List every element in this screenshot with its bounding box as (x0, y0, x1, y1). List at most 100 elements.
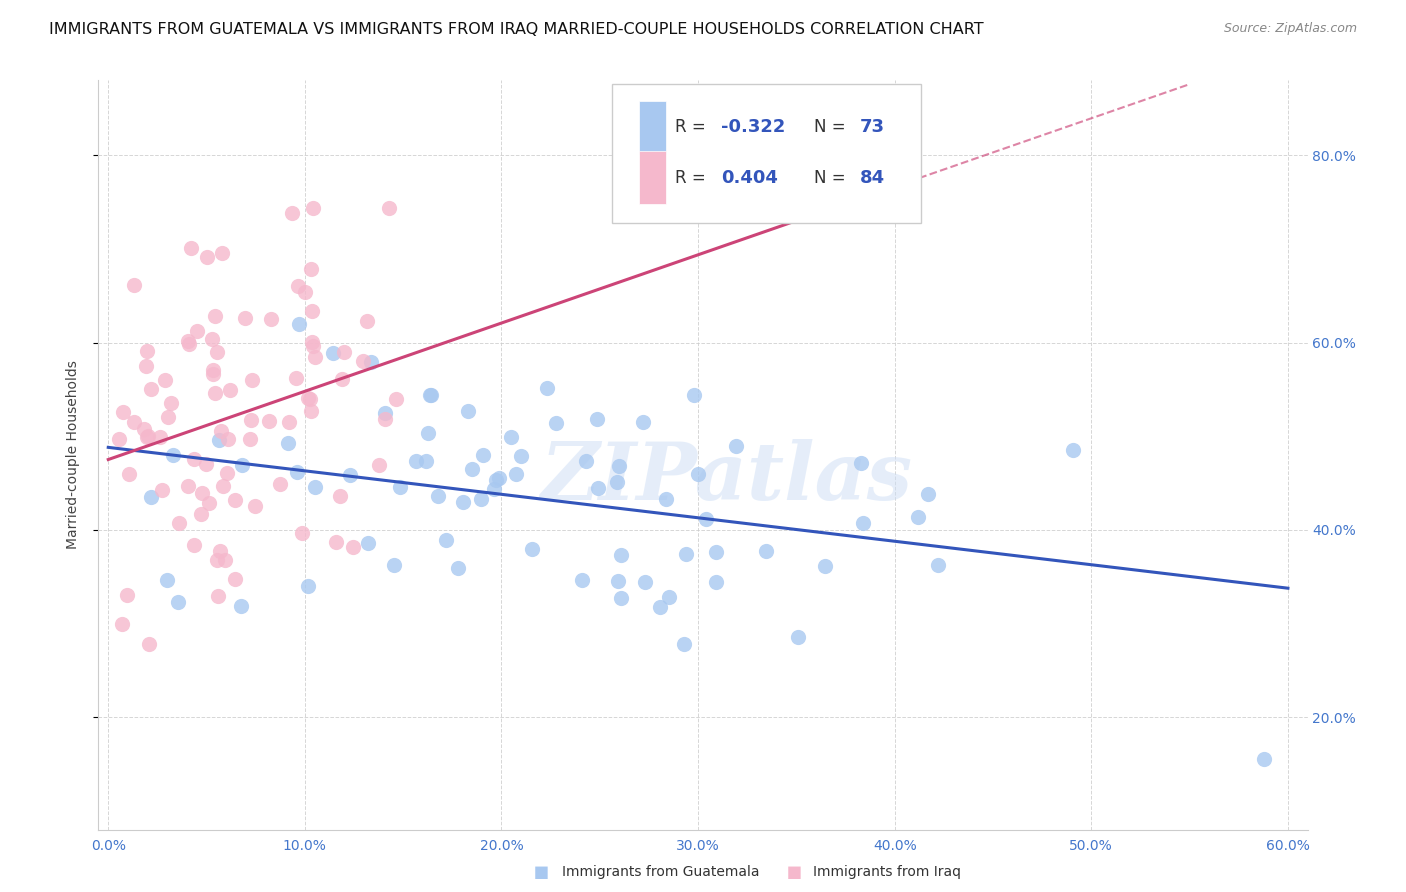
Point (368, 458, 391, 472)
Point (112, 405, 135, 419)
Point (607, 459, 630, 474)
Point (907, 510, 929, 524)
Point (294, 285, 316, 299)
Point (195, 250, 218, 264)
Point (287, 278, 309, 293)
Point (198, 496, 221, 510)
Point (419, 388, 441, 402)
Point (352, 354, 374, 368)
Point (654, 491, 676, 506)
Point (122, 415, 145, 429)
Point (378, 201, 401, 215)
Point (333, 345, 356, 359)
Text: R =: R = (675, 169, 711, 186)
Point (917, 487, 939, 501)
Point (180, 241, 202, 255)
Point (360, 355, 382, 369)
Text: ZIPatlas: ZIPatlas (541, 439, 914, 516)
Point (107, 433, 129, 447)
Point (231, 458, 253, 472)
Point (385, 392, 408, 406)
Point (301, 304, 323, 318)
Point (156, 574, 179, 588)
Point (927, 558, 949, 572)
Point (724, 439, 747, 453)
Point (673, 637, 696, 651)
Point (212, 479, 235, 493)
Point (357, 536, 380, 550)
Point (110, 617, 132, 632)
Point (304, 350, 326, 364)
Y-axis label: Married-couple Households: Married-couple Households (66, 360, 80, 549)
Text: 84: 84 (860, 169, 886, 186)
Point (322, 346, 344, 360)
Point (138, 637, 160, 651)
Point (208, 433, 231, 447)
Text: N =: N = (814, 169, 851, 186)
Point (339, 468, 361, 483)
Point (374, 406, 396, 420)
Point (162, 448, 184, 462)
Point (505, 467, 527, 482)
Point (586, 482, 609, 496)
Point (470, 491, 492, 506)
Point (204, 386, 226, 401)
Point (291, 525, 314, 540)
Text: ▪: ▪ (786, 861, 803, 884)
Point (571, 573, 593, 587)
Point (257, 414, 280, 428)
Point (239, 432, 262, 446)
Point (501, 430, 523, 444)
Point (160, 396, 183, 410)
Point (787, 630, 810, 644)
Point (218, 383, 240, 397)
Point (278, 415, 301, 429)
Point (427, 489, 450, 503)
Point (224, 492, 246, 507)
Point (302, 339, 325, 353)
Point (609, 591, 631, 606)
Point (285, 465, 308, 479)
Point (658, 590, 681, 604)
Point (202, 363, 225, 377)
Point (704, 544, 727, 558)
Point (484, 474, 506, 488)
Point (299, 403, 322, 417)
Point (304, 480, 326, 494)
Point (536, 382, 558, 396)
Point (299, 262, 322, 277)
Point (434, 533, 457, 548)
Point (166, 595, 188, 609)
Point (287, 317, 309, 331)
Point (224, 572, 246, 586)
Point (277, 436, 299, 450)
Text: -0.322: -0.322 (721, 119, 786, 136)
Point (325, 534, 347, 549)
Point (209, 424, 232, 438)
Point (229, 599, 252, 614)
Point (205, 552, 228, 566)
Point (374, 411, 396, 425)
Text: 0.404: 0.404 (721, 169, 778, 186)
Point (1253, 752, 1275, 766)
Point (675, 547, 697, 561)
Point (214, 553, 236, 567)
Point (260, 312, 283, 326)
Point (207, 344, 229, 359)
Point (457, 404, 479, 418)
Text: Immigrants from Iraq: Immigrants from Iraq (813, 865, 960, 880)
Point (217, 432, 239, 446)
Point (240, 413, 263, 427)
Point (233, 310, 256, 325)
Point (648, 599, 671, 614)
Point (302, 201, 325, 215)
Point (544, 416, 567, 430)
FancyBboxPatch shape (613, 84, 921, 223)
Point (135, 359, 157, 373)
Point (209, 543, 232, 558)
Point (207, 589, 229, 603)
Point (183, 538, 205, 552)
Point (695, 512, 717, 526)
Point (520, 542, 543, 557)
Point (186, 324, 208, 338)
